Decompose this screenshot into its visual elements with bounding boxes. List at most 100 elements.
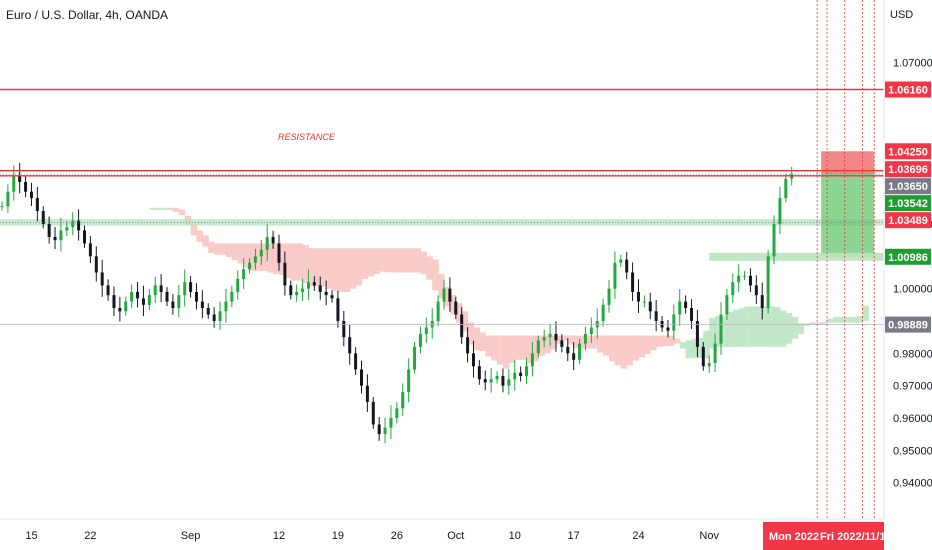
cloud-segment [273, 243, 280, 275]
x-tick-label: 19 [332, 530, 344, 542]
stop-zone [821, 151, 875, 175]
cloud-segment [332, 248, 339, 292]
candle-body [554, 333, 558, 341]
candle-body [536, 340, 540, 354]
cloud-segment [774, 307, 781, 347]
price-badge-label: 1.06160 [888, 84, 928, 96]
cloud-segment [526, 335, 533, 364]
candle-body [200, 301, 204, 309]
cloud-segment [196, 230, 203, 242]
cloud-segment [355, 248, 363, 286]
cloud-segment [149, 207, 156, 210]
candle-body [672, 314, 676, 331]
cloud-segment [161, 207, 168, 210]
candle-body [295, 291, 299, 296]
cloud-segment [502, 335, 510, 369]
time-axis[interactable]: 15 22 Sep 12 19 26 Oct 10 17 24 Nov [25, 530, 719, 542]
cloud-segment [485, 335, 492, 357]
price-badges: 1.06160 1.04250 1.03696 1.03650 1.03542 1.034… [763, 81, 931, 550]
candle-body [619, 259, 623, 263]
cloud-segment [491, 335, 498, 361]
entry-zone [709, 252, 884, 261]
x-tick-label: 10 [509, 530, 521, 542]
cloud-segment [832, 316, 840, 323]
y-tick-label: 1.07000 [893, 57, 932, 69]
candle-body [542, 337, 546, 341]
cloud-segment [567, 335, 575, 345]
cloud-segment [455, 303, 463, 323]
y-tick-label: 0.96000 [893, 413, 932, 425]
cloud-segment [703, 330, 710, 359]
candle-body [636, 291, 640, 302]
cloud-segment [408, 248, 416, 273]
candle-body [230, 291, 234, 302]
candle-body [236, 278, 240, 292]
x-tick-label: 17 [568, 530, 580, 542]
candle-body [177, 295, 181, 309]
cloud-segment [267, 243, 274, 273]
candle-body [83, 230, 87, 244]
candle-body [153, 285, 157, 296]
candle-body [471, 353, 475, 367]
price-badge [885, 143, 931, 160]
candle-body [371, 401, 375, 425]
price-badge [885, 248, 931, 265]
cloud-segment [809, 322, 816, 325]
overlays [0, 0, 884, 519]
price-badge-label: 1.03650 [888, 181, 928, 193]
y-tick-label: 0.97000 [893, 381, 932, 393]
x-tick-label: 26 [391, 530, 403, 542]
candle-body [183, 282, 187, 296]
candle-body [41, 211, 45, 224]
cloud-segment [343, 248, 351, 292]
cloud-segment [862, 305, 869, 321]
price-badge-label: 1.00986 [888, 252, 928, 264]
cloud-segment [514, 335, 522, 360]
candle-body [18, 175, 22, 182]
candle-body [106, 285, 110, 296]
cloud-segment [532, 335, 539, 362]
candle-body [701, 346, 705, 367]
candle-body [377, 424, 381, 435]
cloud-segment [779, 310, 787, 347]
x-tick-label: 24 [632, 530, 644, 542]
cloud-segment [373, 248, 380, 275]
candle-body [118, 308, 122, 312]
cloud-segment [172, 207, 180, 212]
cloud-segment [538, 335, 545, 356]
price-badge-label: 1.03489 [888, 215, 928, 227]
cloud-segment [732, 309, 740, 347]
cloud-segment [444, 287, 451, 307]
y-tick-label: 1.00000 [893, 284, 932, 296]
candle-body [572, 353, 576, 360]
price-axis[interactable]: 1.070001.020001.000000.980000.970000.960… [893, 57, 932, 489]
candle-body [442, 288, 446, 302]
cloud-segment [632, 335, 640, 361]
candle-body [477, 366, 481, 380]
cloud-segment [720, 316, 728, 347]
cloud-segment [337, 248, 345, 292]
candle-body [365, 385, 369, 402]
cloud-segment [715, 316, 722, 347]
candle-body [489, 379, 493, 383]
candle-body [466, 337, 470, 354]
candle-body [24, 181, 28, 192]
cloud-segment [473, 327, 480, 351]
candle-body [342, 321, 346, 338]
cloud-segment [390, 248, 398, 273]
cloud-segment [361, 248, 368, 279]
cloud-segment [644, 335, 651, 355]
cloud-segment [190, 224, 198, 236]
cloud-segment [290, 243, 298, 281]
candle-body [560, 340, 564, 347]
candle-body [324, 291, 328, 296]
candle-body [389, 418, 393, 428]
candle-body [259, 249, 263, 257]
candle-body [100, 272, 104, 286]
candle-body [94, 256, 98, 273]
candle-body [301, 288, 305, 292]
candle-body [607, 288, 611, 305]
candle-body [613, 262, 617, 289]
candle-body [77, 220, 81, 231]
